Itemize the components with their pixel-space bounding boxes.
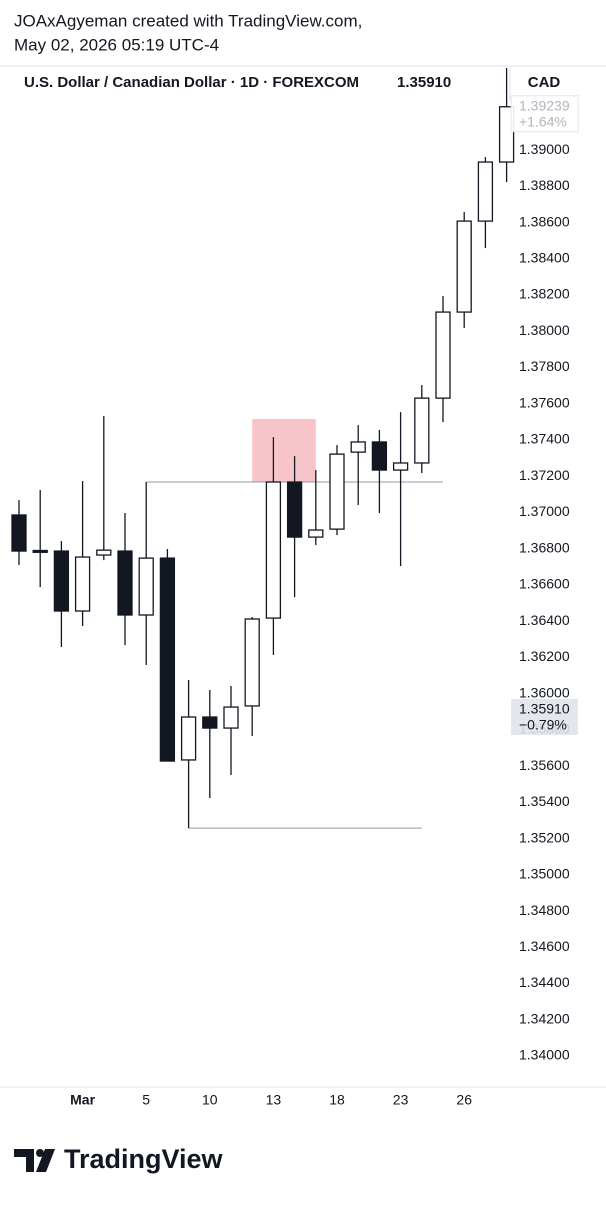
bearish-body xyxy=(286,481,303,538)
y-tick-label: 1.36800 xyxy=(519,539,570,555)
bearish-body xyxy=(159,557,176,762)
y-tick-label: 1.35400 xyxy=(519,793,570,809)
price-label-box xyxy=(511,698,578,735)
y-tick-label: 1.38800 xyxy=(519,177,570,193)
bullish-body xyxy=(74,556,91,612)
y-tick-label: 1.34200 xyxy=(519,1010,570,1026)
x-tick-label: 13 xyxy=(266,1092,282,1108)
bullish-body xyxy=(456,220,472,313)
bearish-body xyxy=(202,716,218,729)
symbol-title: U.S. Dollar / Canadian Dollar · 1D · FOR… xyxy=(24,74,359,91)
y-tick-label: 1.38400 xyxy=(519,249,570,265)
price-change: −0.79% xyxy=(519,717,567,733)
y-tick-label: 1.37000 xyxy=(519,503,570,519)
brand: TradingView xyxy=(64,1144,224,1174)
date-line: May 02, 2026 05:19 UTC-4 xyxy=(14,35,219,54)
y-tick-label: 1.34000 xyxy=(519,1047,570,1063)
bearish-body xyxy=(11,514,27,552)
bullish-body xyxy=(329,453,345,530)
y-tick-label: 1.38200 xyxy=(519,286,570,302)
bullish-body xyxy=(414,397,430,464)
bullish-body xyxy=(265,481,282,619)
x-tick-label: 10 xyxy=(202,1092,218,1108)
x-tick-label: 18 xyxy=(329,1092,345,1108)
bullish-body xyxy=(180,716,197,761)
logo-mark xyxy=(36,1149,55,1172)
x-tick-label: 5 xyxy=(142,1092,150,1108)
y-tick-label: 1.34400 xyxy=(519,974,570,990)
y-tick-label: 1.35600 xyxy=(519,757,570,773)
y-tick-label: 1.39000 xyxy=(519,141,570,157)
bullish-body xyxy=(435,311,451,399)
y-tick-label: 1.37200 xyxy=(519,467,570,483)
y-tick-label: 1.37400 xyxy=(519,431,570,447)
y-tick-label: 1.34600 xyxy=(519,938,570,954)
bearish-body xyxy=(53,550,70,612)
x-tick-label: 23 xyxy=(393,1092,409,1108)
x-tick-label: 26 xyxy=(456,1092,472,1108)
zone xyxy=(252,418,316,483)
price-change: +1.64% xyxy=(519,113,567,129)
bearish-body xyxy=(371,441,388,471)
y-tick-label: 1.36200 xyxy=(519,648,570,664)
bearish-body xyxy=(117,550,133,616)
price-label: 1.39239 xyxy=(519,97,570,113)
y-tick-label: 1.37800 xyxy=(519,358,570,374)
bearish-body xyxy=(32,549,48,553)
last-price: 1.35910 xyxy=(397,74,451,91)
y-tick-label: 1.36600 xyxy=(519,576,570,592)
author-line: JOAxAgyeman created with TradingView.com… xyxy=(14,11,362,30)
bullish-body xyxy=(244,618,260,707)
y-tick-label: 1.34800 xyxy=(519,902,570,918)
bullish-body xyxy=(96,549,112,556)
logo: TradingView xyxy=(14,1144,224,1174)
price-label-box xyxy=(510,95,579,133)
y-tick-label: 1.35000 xyxy=(519,866,570,882)
y-tick-label: 1.36000 xyxy=(519,684,570,700)
plot xyxy=(11,68,515,829)
x-tick-label: Mar xyxy=(70,1092,95,1108)
logo-dot xyxy=(36,1149,44,1157)
bullish-body xyxy=(223,706,239,729)
y-tick-label: 1.37600 xyxy=(519,394,570,410)
currency: CAD xyxy=(528,74,561,91)
bullish-body xyxy=(498,106,515,163)
bullish-body xyxy=(138,557,154,616)
y-tick-label: 1.35200 xyxy=(519,829,570,845)
y-tick-label: 1.36400 xyxy=(519,612,570,628)
bullish-body xyxy=(308,529,324,538)
price-label: 1.35910 xyxy=(519,701,570,717)
bullish-body xyxy=(350,441,366,453)
y-tick-label: 1.38000 xyxy=(519,322,570,338)
logo-mark xyxy=(14,1149,34,1172)
y-tick-label: 1.38600 xyxy=(519,213,570,229)
bullish-body xyxy=(392,462,409,471)
bullish-body xyxy=(477,161,494,222)
